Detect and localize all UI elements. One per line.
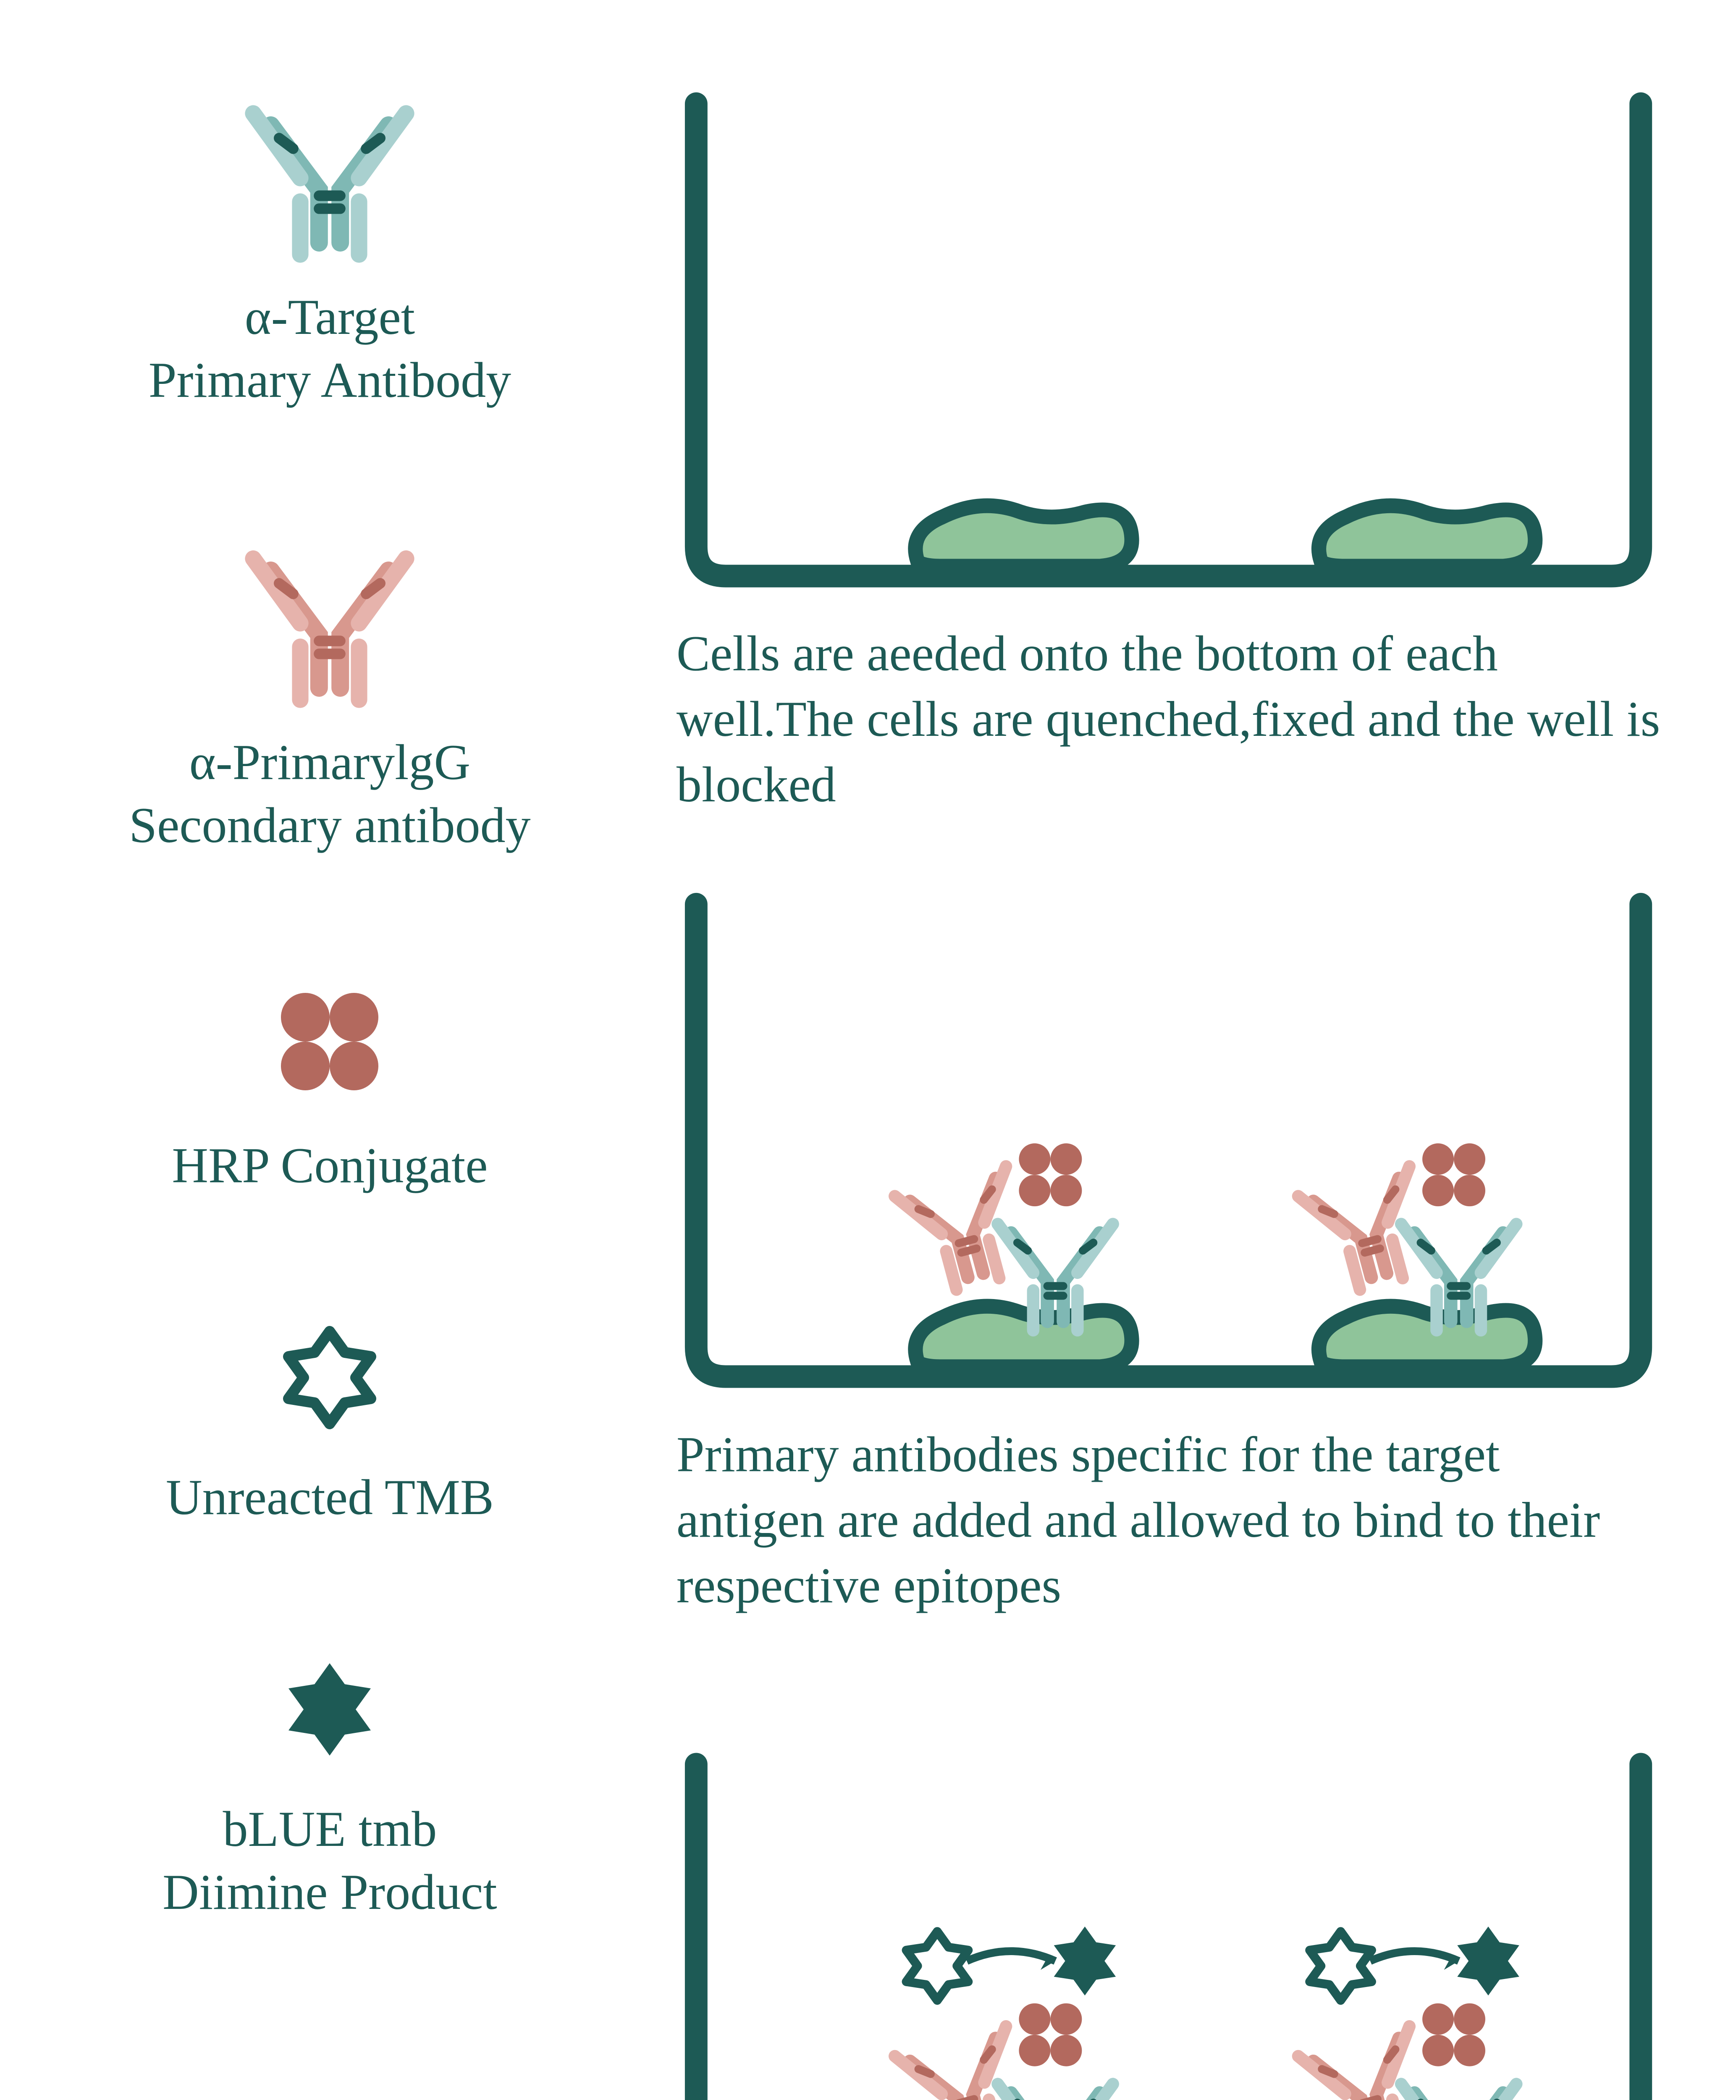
step-2-caption: Primary antibodies specific for the targ… [677, 1422, 1660, 1618]
legend-label-primary: α-TargetPrimary Antibody [149, 286, 511, 412]
step-3-well-diagram [677, 1685, 1660, 2100]
unreacted-tmb-icon [267, 1315, 393, 1441]
step-1-well-diagram [677, 84, 1660, 596]
primary-antibody-icon [241, 84, 418, 260]
hrp-conjugate-icon [262, 974, 397, 1109]
legend-label-tmb-product: bLUE tmbDiimine Product [163, 1798, 497, 1924]
steps-column: Cells are aeeded onto the bottom of each… [660, 0, 1736, 2100]
legend-column: α-TargetPrimary Antibody α-PrimarylgGSec… [0, 0, 660, 2100]
legend-label-tmb-unreacted: Unreacted TMB [166, 1466, 494, 1529]
step-3: TMB substrate is converted to the bile T… [677, 1685, 1660, 2100]
step-2: Primary antibodies specific for the targ… [677, 885, 1660, 1618]
legend-item-hrp: HRP Conjugate [25, 974, 635, 1197]
legend-label-secondary: α-PrimarylgGSecondary antibody [129, 731, 530, 857]
tmb-product-icon [267, 1646, 393, 1772]
step-1: Cells are aeeded onto the bottom of each… [677, 84, 1660, 817]
step-1-caption: Cells are aeeded onto the bottom of each… [677, 621, 1660, 817]
legend-item-unreacted-tmb: Unreacted TMB [25, 1315, 635, 1529]
legend-item-secondary-antibody: α-PrimarylgGSecondary antibody [25, 529, 635, 857]
step-2-well-diagram [677, 885, 1660, 1396]
legend-label-hrp: HRP Conjugate [172, 1134, 488, 1197]
legend-item-tmb-product: bLUE tmbDiimine Product [25, 1646, 635, 1924]
secondary-antibody-icon [241, 529, 418, 706]
legend-item-primary-antibody: α-TargetPrimary Antibody [25, 84, 635, 412]
